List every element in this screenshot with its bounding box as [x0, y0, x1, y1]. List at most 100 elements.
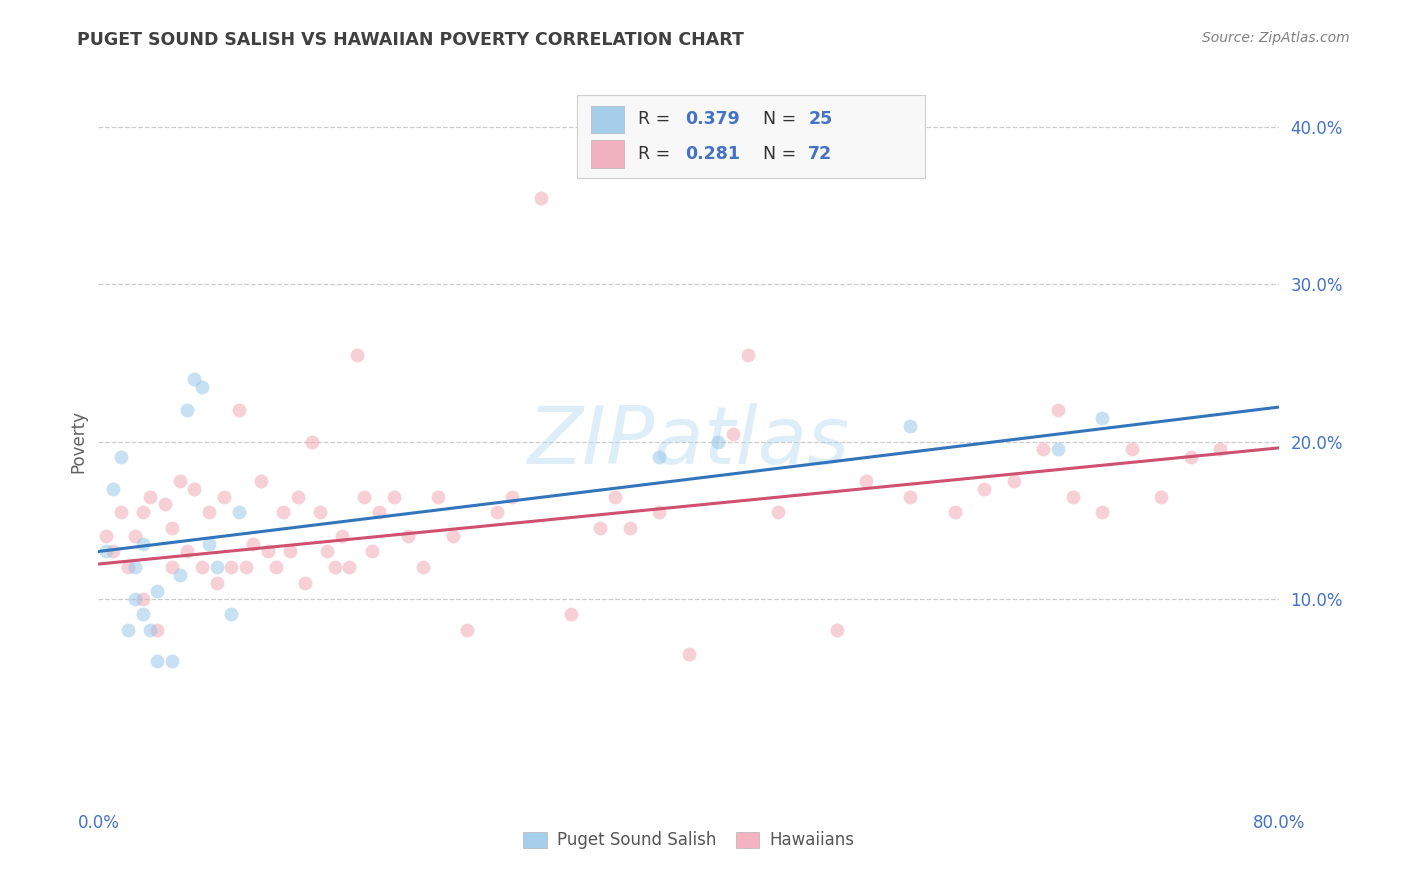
Text: PUGET SOUND SALISH VS HAWAIIAN POVERTY CORRELATION CHART: PUGET SOUND SALISH VS HAWAIIAN POVERTY C… [77, 31, 744, 49]
Point [162, 560, 183, 574]
Point [1121, 442, 1143, 457]
Point [900, 490, 922, 504]
FancyBboxPatch shape [576, 95, 925, 178]
Point [94, 544, 117, 558]
Point [257, 544, 280, 558]
Point [110, 450, 132, 465]
Point [309, 505, 332, 519]
Text: 0.281: 0.281 [685, 145, 741, 163]
Point [589, 521, 612, 535]
Point [176, 403, 198, 417]
Point [212, 490, 235, 504]
Point [825, 623, 848, 637]
Point [153, 497, 176, 511]
Point [301, 434, 323, 449]
Point [1209, 442, 1232, 457]
Point [1062, 490, 1084, 504]
Point [228, 403, 250, 417]
Point [412, 560, 434, 574]
Point [346, 348, 368, 362]
Point [900, 418, 922, 433]
Point [221, 560, 243, 574]
Point [146, 583, 169, 598]
Text: 25: 25 [808, 111, 832, 128]
Point [205, 560, 228, 574]
Point [323, 560, 346, 574]
Point [1180, 450, 1202, 465]
Point [723, 426, 745, 441]
Point [360, 544, 382, 558]
Point [132, 607, 155, 622]
Point [235, 560, 257, 574]
Point [737, 348, 759, 362]
Point [110, 505, 132, 519]
Point [678, 647, 700, 661]
Text: 72: 72 [808, 145, 832, 163]
Point [1150, 490, 1173, 504]
Point [132, 505, 155, 519]
Point [280, 544, 302, 558]
Point [162, 655, 183, 669]
Point [117, 560, 139, 574]
Point [530, 191, 553, 205]
Point [353, 490, 375, 504]
Point [398, 529, 420, 543]
Point [605, 490, 627, 504]
Y-axis label: Poverty: Poverty [69, 410, 87, 473]
FancyBboxPatch shape [591, 105, 624, 133]
Point [183, 482, 205, 496]
Point [1032, 442, 1054, 457]
Text: N =: N = [763, 145, 801, 163]
Point [228, 505, 250, 519]
Point [242, 536, 264, 550]
Point [198, 536, 221, 550]
Point [486, 505, 509, 519]
Point [316, 544, 339, 558]
Point [221, 607, 243, 622]
Point [1091, 505, 1114, 519]
Text: ZIPatlas: ZIPatlas [527, 402, 851, 481]
Point [457, 623, 479, 637]
Point [707, 434, 730, 449]
Point [441, 529, 464, 543]
Point [339, 560, 361, 574]
Point [501, 490, 523, 504]
Point [94, 529, 117, 543]
Point [139, 623, 162, 637]
Point [117, 623, 139, 637]
Point [855, 474, 877, 488]
Text: N =: N = [763, 111, 801, 128]
Text: R =: R = [638, 111, 676, 128]
Text: 0.379: 0.379 [685, 111, 740, 128]
Point [146, 655, 169, 669]
Point [560, 607, 582, 622]
Point [382, 490, 405, 504]
Point [648, 505, 671, 519]
Legend: Puget Sound Salish, Hawaiians: Puget Sound Salish, Hawaiians [517, 824, 860, 856]
Point [103, 544, 125, 558]
Point [205, 575, 228, 590]
Point [191, 560, 214, 574]
Point [1046, 442, 1070, 457]
Point [146, 623, 169, 637]
Point [191, 379, 214, 393]
Point [162, 521, 183, 535]
Point [271, 505, 294, 519]
Point [619, 521, 641, 535]
Point [124, 560, 146, 574]
Point [973, 482, 995, 496]
Point [943, 505, 966, 519]
Point [766, 505, 789, 519]
Point [124, 591, 146, 606]
Point [169, 568, 191, 582]
Text: Source: ZipAtlas.com: Source: ZipAtlas.com [1202, 31, 1350, 45]
Point [139, 490, 162, 504]
Point [1002, 474, 1025, 488]
Point [103, 482, 125, 496]
Point [287, 490, 309, 504]
Point [648, 450, 671, 465]
Point [368, 505, 391, 519]
Point [132, 591, 155, 606]
Point [132, 536, 155, 550]
Point [330, 529, 353, 543]
